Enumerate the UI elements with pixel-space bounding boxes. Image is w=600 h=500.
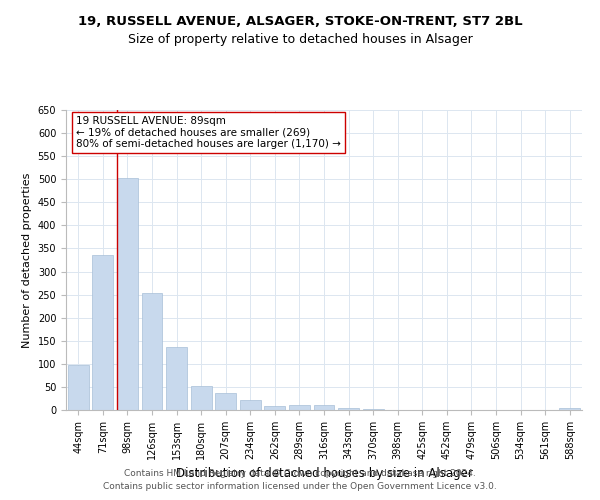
- Text: 19, RUSSELL AVENUE, ALSAGER, STOKE-ON-TRENT, ST7 2BL: 19, RUSSELL AVENUE, ALSAGER, STOKE-ON-TR…: [77, 15, 523, 28]
- Bar: [314, 406, 334, 410]
- Bar: [68, 365, 89, 410]
- Text: Contains HM Land Registry data © Crown copyright and database right 2024.: Contains HM Land Registry data © Crown c…: [124, 468, 476, 477]
- Bar: [92, 256, 113, 410]
- Text: Contains public sector information licensed under the Open Government Licence v3: Contains public sector information licen…: [103, 482, 497, 491]
- Text: Size of property relative to detached houses in Alsager: Size of property relative to detached ho…: [128, 32, 472, 46]
- Bar: [117, 178, 138, 410]
- Bar: [215, 393, 236, 410]
- Bar: [142, 293, 163, 410]
- Bar: [559, 408, 580, 410]
- Bar: [362, 409, 383, 410]
- Text: 19 RUSSELL AVENUE: 89sqm
← 19% of detached houses are smaller (269)
80% of semi-: 19 RUSSELL AVENUE: 89sqm ← 19% of detach…: [76, 116, 341, 149]
- Bar: [338, 408, 359, 410]
- Bar: [265, 406, 286, 410]
- Bar: [289, 406, 310, 410]
- Bar: [240, 400, 261, 410]
- Bar: [191, 386, 212, 410]
- X-axis label: Distribution of detached houses by size in Alsager: Distribution of detached houses by size …: [176, 468, 472, 480]
- Y-axis label: Number of detached properties: Number of detached properties: [22, 172, 32, 348]
- Bar: [166, 347, 187, 410]
